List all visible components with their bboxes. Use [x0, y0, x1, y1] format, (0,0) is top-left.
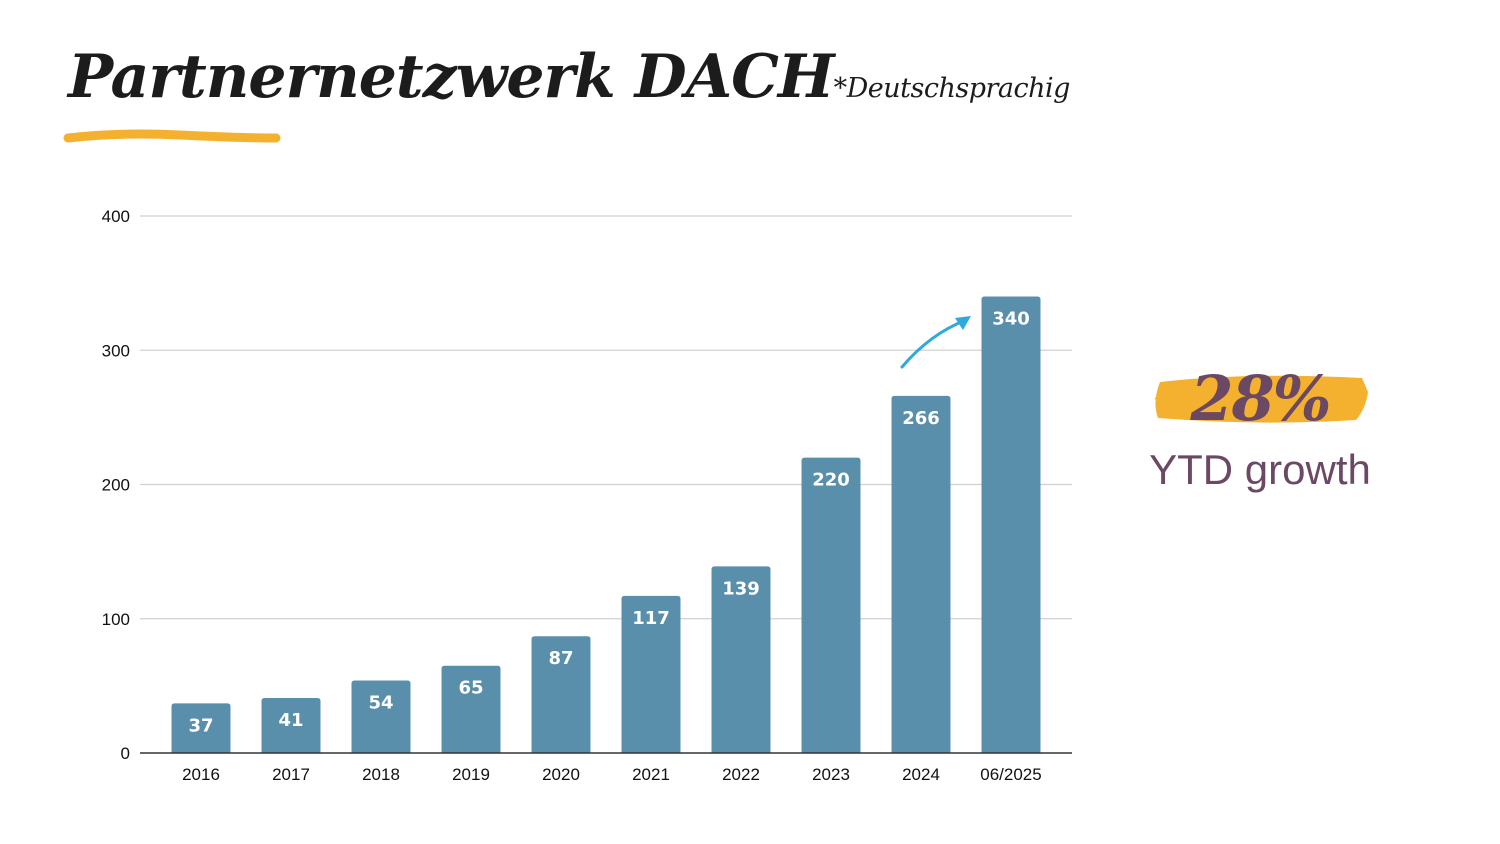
x-tick-label: 2020	[542, 765, 580, 784]
bar	[801, 457, 861, 753]
y-tick-label: 400	[102, 207, 130, 226]
bar-value-label: 54	[368, 693, 393, 714]
bars: 37 41 54 65 87 117 139 220 266 340	[171, 296, 1041, 753]
bar-value-label: 65	[458, 678, 483, 699]
y-axis-labels: 0 100 200 300 400	[102, 207, 130, 763]
y-tick-label: 300	[102, 341, 130, 360]
x-tick-label: 2017	[272, 765, 310, 784]
bar-value-label: 266	[902, 408, 940, 429]
growth-callout: 28% YTD growth	[1130, 362, 1390, 512]
bar	[531, 636, 591, 753]
bar-value-label: 117	[632, 608, 670, 629]
bar	[981, 296, 1041, 753]
bar	[711, 566, 771, 753]
growth-arrow-icon	[900, 316, 971, 369]
y-tick-label: 0	[121, 744, 130, 763]
bar-value-label: 340	[992, 309, 1030, 330]
growth-percentage: 28%	[1190, 362, 1331, 435]
bar	[441, 665, 501, 753]
bar	[261, 697, 321, 753]
title-footnote: *Deutschsprachig	[833, 73, 1071, 104]
bar	[891, 395, 951, 753]
x-tick-label: 06/2025	[980, 765, 1041, 784]
growth-label: YTD growth	[1149, 446, 1371, 493]
x-tick-label: 2016	[182, 765, 220, 784]
bar-value-label: 139	[722, 578, 760, 599]
x-tick-label: 2021	[632, 765, 670, 784]
bar-value-label: 220	[812, 470, 850, 491]
x-axis-labels: 2016 2017 2018 2019 2020 2021 2022 2023 2024 06/2…	[182, 765, 1042, 784]
y-tick-label: 200	[102, 476, 130, 495]
page-title: Partnernetzwerk DACH	[68, 42, 835, 112]
y-tick-label: 100	[102, 610, 130, 629]
bar	[621, 595, 681, 753]
bar-value-label: 37	[188, 715, 213, 736]
bar	[351, 680, 411, 753]
x-tick-label: 2023	[812, 765, 850, 784]
x-tick-label: 2022	[722, 765, 760, 784]
bar	[171, 703, 231, 753]
bar-value-label: 41	[278, 710, 303, 731]
highlight-brush-icon	[1154, 375, 1368, 423]
x-tick-label: 2024	[902, 765, 940, 784]
x-tick-label: 2018	[362, 765, 400, 784]
title-block: Partnernetzwerk DACH*Deutschsprachig	[68, 42, 1070, 112]
x-tick-label: 2019	[452, 765, 490, 784]
bar-value-label: 87	[548, 648, 573, 669]
